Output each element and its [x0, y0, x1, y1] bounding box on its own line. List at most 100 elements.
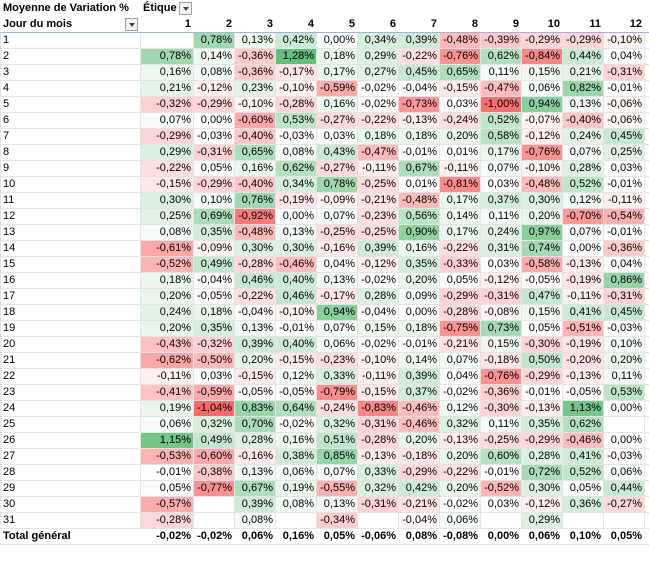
- value-cell: -0,12%: [521, 128, 563, 145]
- value-cell: -0,09%: [316, 192, 358, 209]
- value-cell: -0,04%: [357, 304, 399, 321]
- value-cell: 0,62%: [562, 416, 604, 433]
- value-cell: 0,49%: [193, 432, 235, 449]
- value-cell: -0,13%: [357, 448, 399, 465]
- value-cell: 0,44%: [603, 480, 645, 497]
- value-cell: -0,31%: [480, 288, 522, 305]
- value-cell: 0,74%: [521, 240, 563, 257]
- value-cell: -0,02%: [439, 496, 481, 513]
- value-cell: 0,53%: [275, 112, 317, 129]
- row-label: 14: [0, 240, 141, 257]
- value-cell: -0,29%: [398, 464, 440, 481]
- data-row: 21 -0,62% -0,50% 0,20% -0,15% -0,23% -0,10% 0,1…: [0, 352, 649, 369]
- value-cell: -0,29%: [193, 96, 235, 113]
- value-cell: 0,15%: [357, 320, 399, 337]
- data-row: 19 0,20% 0,35% 0,13% -0,01% 0,07% 0,15% 0,18% -0…: [0, 320, 649, 337]
- data-row: 14 -0,61% -0,09% 0,30% 0,30% -0,16% 0,39% 0,16%…: [0, 240, 649, 257]
- value-cell: 0,00%: [275, 208, 317, 225]
- value-cell: [357, 512, 399, 529]
- value-cell: -0,10%: [234, 96, 276, 113]
- value-cell: [193, 512, 235, 529]
- value-cell: 0,40%: [275, 272, 317, 289]
- value-cell: 0,18%: [193, 304, 235, 321]
- empty-cell: [193, 0, 235, 17]
- value-cell: 0,06%: [603, 464, 645, 481]
- value-cell: -0,92%: [234, 208, 276, 225]
- value-cell: 0,35%: [193, 224, 235, 241]
- value-cell: 1,15%: [140, 432, 194, 449]
- column-header: 2: [193, 16, 235, 33]
- total-row: Total général -0,02% -0,02% 0,06% 0,16% 0,05%…: [0, 528, 649, 545]
- value-cell: 0,03%: [193, 368, 235, 385]
- value-cell: [193, 496, 235, 513]
- empty-cell: [644, 432, 649, 449]
- column-header: 10: [521, 16, 563, 33]
- empty-cell: [603, 0, 645, 17]
- row-label: 25: [0, 416, 141, 433]
- row-label: 28: [0, 464, 141, 481]
- value-cell: -0,76%: [521, 144, 563, 161]
- value-cell: -0,04%: [398, 512, 440, 529]
- value-cell: -0,02%: [357, 96, 399, 113]
- value-cell: 0,00%: [603, 400, 645, 417]
- value-cell: 1,28%: [275, 48, 317, 65]
- data-row: 9 -0,22% 0,05% 0,16% 0,62% -0,27% -0,11% 0,67% -…: [0, 160, 649, 177]
- value-cell: 0,20%: [439, 480, 481, 497]
- value-cell: 0,00%: [398, 304, 440, 321]
- value-cell: 0,03%: [603, 160, 645, 177]
- value-cell: -0,46%: [275, 256, 317, 273]
- value-cell: 0,40%: [275, 336, 317, 353]
- value-cell: 0,46%: [275, 288, 317, 305]
- value-cell: -0,28%: [140, 512, 194, 529]
- data-row: 3 0,16% 0,08% -0,36% -0,17% 0,17% 0,27% 0,45% 0,…: [0, 64, 649, 81]
- value-cell: -0,01%: [398, 144, 440, 161]
- value-cell: -0,36%: [234, 64, 276, 81]
- value-cell: 0,60%: [480, 448, 522, 465]
- value-cell: 0,03%: [480, 496, 522, 513]
- value-cell: 0,05%: [521, 320, 563, 337]
- value-cell: -0,70%: [562, 208, 604, 225]
- value-cell: 0,51%: [316, 432, 358, 449]
- data-row: 20 -0,43% -0,32% 0,39% 0,40% 0,06% -0,02% -0,01…: [0, 336, 649, 353]
- value-cell: 0,30%: [234, 240, 276, 257]
- column-label: Étique: [143, 2, 177, 14]
- value-cell: 0,58%: [480, 128, 522, 145]
- value-cell: 0,16%: [316, 96, 358, 113]
- value-cell: 0,90%: [398, 224, 440, 241]
- empty-cell: [275, 0, 317, 17]
- value-cell: 0,23%: [234, 80, 276, 97]
- value-cell: 0,24%: [562, 128, 604, 145]
- value-cell: 0,16%: [234, 160, 276, 177]
- value-cell: 0,28%: [234, 432, 276, 449]
- total-cell: 0,00%: [480, 528, 522, 545]
- data-row: 28 -0,01% -0,38% 0,13% 0,06% 0,07% 0,33% -0,29%…: [0, 464, 649, 481]
- value-cell: 0,03%: [480, 176, 522, 193]
- value-cell: -0,79%: [316, 384, 358, 401]
- value-cell: -0,21%: [439, 336, 481, 353]
- value-cell: 0,97%: [521, 224, 563, 241]
- value-cell: 0,85%: [316, 448, 358, 465]
- value-cell: -0,33%: [439, 256, 481, 273]
- value-cell: -0,11%: [357, 368, 399, 385]
- empty-cell: [316, 0, 358, 17]
- value-cell: -0,08%: [480, 304, 522, 321]
- value-cell: 0,07%: [562, 224, 604, 241]
- value-cell: -0,52%: [480, 480, 522, 497]
- data-row: 18 0,24% 0,18% -0,04% -0,10% 0,94% -0,04% 0,00%…: [0, 304, 649, 321]
- filter-dropdown[interactable]: [125, 18, 138, 31]
- value-cell: 0,70%: [234, 416, 276, 433]
- empty-cell: [644, 0, 649, 17]
- value-cell: 0,56%: [398, 208, 440, 225]
- total-cell: 0,06%: [521, 528, 563, 545]
- row-label: 21: [0, 352, 141, 369]
- value-cell: 0,03%: [316, 128, 358, 145]
- value-cell: 0,36%: [562, 496, 604, 513]
- value-cell: -0,46%: [562, 432, 604, 449]
- value-cell: -0,75%: [439, 320, 481, 337]
- value-cell: 0,09%: [398, 288, 440, 305]
- row-label: 10: [0, 176, 141, 193]
- data-row: 6 0,07% 0,00% -0,60% 0,53% -0,27% -0,22% -0,13%…: [0, 112, 649, 129]
- value-cell: -0,17%: [275, 64, 317, 81]
- value-cell: 0,20%: [398, 432, 440, 449]
- filter-dropdown[interactable]: [178, 1, 192, 15]
